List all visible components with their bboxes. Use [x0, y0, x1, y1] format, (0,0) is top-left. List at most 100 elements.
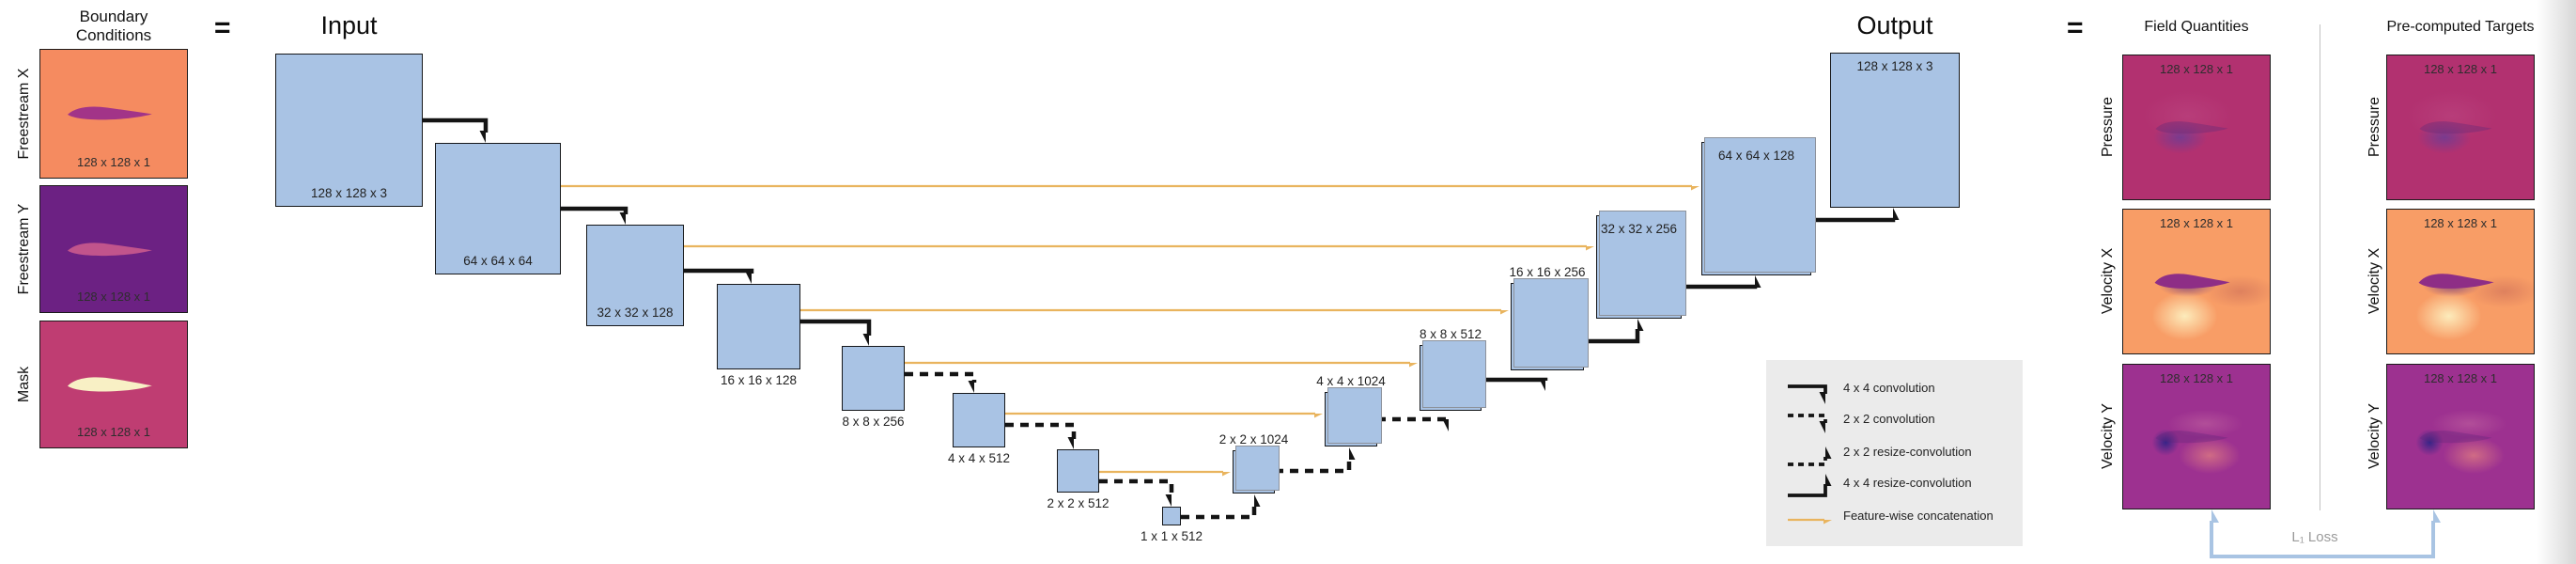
unet-block-enc-16: 16 x 16 x 128 [717, 284, 800, 387]
legend-dashed-down-arrow [1788, 414, 1827, 423]
airfoil-shape [2419, 431, 2492, 444]
equals-sign-left: = [214, 12, 231, 43]
conv-arrow [684, 268, 754, 274]
resize-arrow-dashed [1275, 458, 1349, 474]
conv-arrow-dashed [1099, 478, 1174, 496]
block-dim-label: 8 x 8 x 256 [842, 415, 905, 429]
legend-item-4x4-resize-convolution: 4 x 4 resize-convolution [1843, 476, 1972, 490]
unet-block-output-128: 128 x 128 x 3 [1830, 53, 1960, 208]
airfoil-shape [67, 106, 152, 120]
block-dim-label: 4 x 4 x 1024 [1316, 374, 1386, 388]
resize-arrow [1482, 377, 1548, 381]
conv-arrow [423, 118, 489, 133]
airfoil-shape [2154, 274, 2230, 290]
field-image-pressure: 128 x 128 x 1 [2122, 55, 2271, 200]
unet-block-dec-2: 2 x 2 x 1024 [1219, 432, 1288, 494]
right-edge-fade [2537, 0, 2576, 564]
unet-block-enc-2: 2 x 2 x 512 [1047, 449, 1110, 510]
block-dim-label: 1 x 1 x 512 [1140, 529, 1203, 543]
unet-block-enc-8: 8 x 8 x 256 [842, 346, 905, 429]
conv-arrow-dashed [1005, 422, 1077, 439]
block-dim-label: 2 x 2 x 512 [1047, 496, 1110, 510]
airfoil-shape [67, 376, 152, 392]
unet-block-dec-64: 64 x 64 x 128 [1701, 137, 1816, 275]
block-dim-label: 64 x 64 x 128 [1717, 149, 1795, 163]
unet-block-enc-4: 4 x 4 x 512 [948, 393, 1010, 465]
field-image-velocity-y: 128 x 128 x 1 [2122, 364, 2271, 509]
legend-item-4x4-convolution: 4 x 4 convolution [1843, 381, 1935, 395]
legend-item-feature-wise-concatenation: Feature-wise concatenation [1843, 509, 1994, 523]
block-dim-label: 32 x 32 x 256 [1600, 222, 1678, 236]
resize-arrow [1682, 286, 1755, 290]
resize-arrow [1811, 218, 1893, 223]
unet-block-input-128: 128 x 128 x 3 [275, 54, 423, 207]
legend-glyphs [1788, 384, 1827, 520]
legend-item-2x2-resize-convolution: 2 x 2 resize-convolution [1843, 445, 1972, 459]
image-dim-label: 128 x 128 x 1 [76, 425, 151, 439]
airfoil-shape [67, 242, 152, 256]
input-title: Input [320, 11, 378, 39]
legend-item-2x2-convolution: 2 x 2 convolution [1843, 412, 1935, 426]
block-dim-label: 4 x 4 x 512 [947, 451, 1011, 465]
conv-arrow-dashed [905, 371, 977, 383]
block-dim-label: 64 x 64 x 64 [463, 254, 533, 268]
output-title: Output [1856, 11, 1933, 39]
boundary-image-mask: 128 x 128 x 1 [39, 321, 188, 448]
boundary-conditions-title: Boundary Conditions [39, 8, 188, 45]
block-dim-label: 8 x 8 x 512 [1419, 327, 1482, 341]
field-image-velocity-x: 128 x 128 x 1 [2122, 209, 2271, 354]
boundary-title-line2: Conditions [75, 26, 152, 45]
l1-loss-bracket [2210, 521, 2433, 558]
image-dim-label: 128 x 128 x 1 [2159, 216, 2234, 230]
l1-loss-label: L₁ Loss [2291, 529, 2338, 545]
field-quantities-title: Field Quantities [2144, 19, 2249, 35]
block-dim-label: 128 x 128 x 3 [1856, 59, 1933, 73]
unet-block-dec-32: 32 x 32 x 256 [1596, 211, 1686, 319]
image-dim-label: 128 x 128 x 1 [2423, 62, 2498, 76]
block-dim-label: 32 x 32 x 128 [597, 306, 674, 320]
image-dim-label: 128 x 128 x 1 [2159, 371, 2234, 385]
image-dim-label: 128 x 128 x 1 [76, 290, 151, 304]
image-dim-label: 128 x 128 x 1 [2159, 62, 2234, 76]
image-dim-label: 128 x 128 x 1 [2423, 371, 2498, 385]
conv-2x2-arrows [905, 371, 1174, 496]
boundary-image-freestream-y: 128 x 128 x 1 [39, 185, 188, 313]
legend-dashed-up-arrow [1788, 457, 1825, 466]
equals-sign-right: = [2067, 12, 2084, 43]
unet-block-dec-16: 16 x 16 x 256 [1509, 265, 1589, 370]
airfoil-shape [2155, 121, 2228, 134]
airfoil-shape [2155, 431, 2228, 444]
conv-arrow [561, 206, 628, 214]
target-image-velocity-y: 128 x 128 x 1 [2386, 364, 2535, 509]
unet-block-bottleneck-1: 1 x 1 x 512 [1141, 507, 1203, 543]
pre-computed-targets-title: Pre-computed Targets [2386, 19, 2535, 35]
legend-box [1766, 360, 2023, 546]
block-dim-label: 2 x 2 x 1024 [1218, 432, 1289, 446]
airfoil-shape [2418, 274, 2494, 290]
unet-block-dec-8: 8 x 8 x 512 [1420, 327, 1486, 411]
conv-arrow [800, 319, 872, 336]
image-dim-label: 128 x 128 x 1 [2423, 216, 2498, 230]
legend-solid-up-arrow [1788, 484, 1825, 497]
resize-conv-2x2-arrows [1181, 416, 1451, 520]
resize-arrow-dashed [1181, 505, 1254, 520]
resize-conv-4x4-arrows [1482, 218, 1893, 381]
image-dim-label: 128 x 128 x 1 [76, 155, 151, 169]
airfoil-shape [2419, 121, 2492, 134]
target-image-pressure: 128 x 128 x 1 [2386, 55, 2535, 200]
unet-block-enc-32: 32 x 32 x 128 [586, 225, 684, 326]
block-dim-label: 128 x 128 x 3 [310, 186, 388, 200]
legend-solid-down-arrow [1788, 384, 1827, 394]
resize-arrow-dashed [1377, 416, 1451, 421]
resize-arrow [1584, 329, 1637, 344]
unet-block-dec-4: 4 x 4 x 1024 [1316, 374, 1386, 446]
boundary-image-freestream-x: 128 x 128 x 1 [39, 49, 188, 179]
unet-block-enc-64: 64 x 64 x 64 [435, 143, 561, 274]
conv-4x4-arrows [423, 118, 872, 336]
target-image-velocity-x: 128 x 128 x 1 [2386, 209, 2535, 354]
block-dim-label: 16 x 16 x 256 [1509, 265, 1586, 279]
boundary-title-line1: Boundary [79, 8, 148, 25]
skip-connection-lines [561, 184, 1692, 472]
